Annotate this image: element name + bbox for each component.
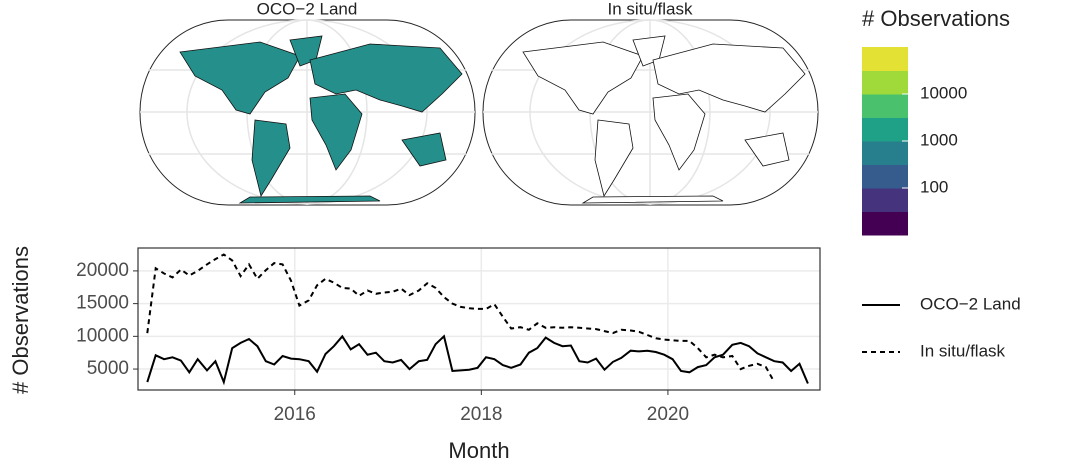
series-line xyxy=(146,253,776,383)
y-tick-label: 20000 xyxy=(76,260,129,281)
colorbar-title: # Observations xyxy=(862,6,1010,31)
x-tick-label: 2020 xyxy=(647,404,689,425)
map-oco2 xyxy=(139,19,476,206)
x-axis-title: Month xyxy=(448,438,509,463)
colorbar-swatch xyxy=(862,188,908,212)
map-insitu xyxy=(482,19,819,206)
map-title: In situ/flask xyxy=(607,0,693,18)
colorbar-swatch xyxy=(862,141,908,165)
y-tick-label: 5000 xyxy=(87,358,129,379)
plot-frame xyxy=(137,247,821,391)
y-tick-label: 10000 xyxy=(76,325,129,346)
y-tick-label: 15000 xyxy=(76,293,129,314)
colorbar-swatch xyxy=(862,70,908,95)
colorbar-swatch xyxy=(862,47,908,71)
series-line xyxy=(146,334,809,386)
colorbar-label: 100 xyxy=(920,177,948,196)
colorbar-label: 10000 xyxy=(920,83,967,102)
map-title: OCO−2 Land xyxy=(257,0,358,18)
colorbar-label: 1000 xyxy=(920,130,958,149)
colorbar-swatch xyxy=(862,164,908,189)
legend-label: OCO−2 Land xyxy=(920,294,1021,313)
x-tick-label: 2016 xyxy=(274,404,316,425)
legend-label: In situ/flask xyxy=(920,341,1006,360)
y-axis-title: # Observations xyxy=(8,246,33,394)
colorbar-swatch xyxy=(862,94,908,118)
colorbar-swatch xyxy=(862,117,908,142)
x-tick-label: 2018 xyxy=(460,404,502,425)
colorbar-swatch xyxy=(862,211,908,236)
